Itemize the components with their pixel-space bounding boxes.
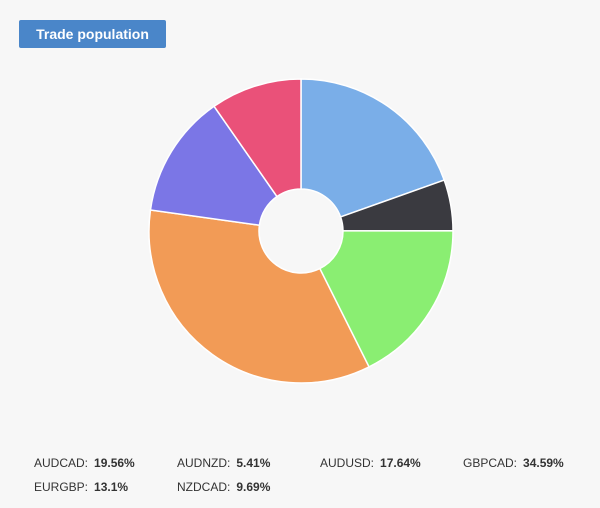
- legend-item-audusd: AUDUSD: 17.64%: [320, 456, 463, 470]
- legend-label: GBPCAD:: [463, 456, 518, 470]
- pie-slice-gbpcad[interactable]: [148, 209, 371, 384]
- legend-label: NZDCAD:: [177, 480, 231, 494]
- pie-slice-audcad[interactable]: [300, 78, 446, 218]
- legend-label: AUDCAD:: [34, 456, 89, 470]
- trade-population-button[interactable]: Trade population: [19, 20, 166, 48]
- legend-item-audcad: AUDCAD: 19.56%: [34, 456, 177, 470]
- chart-legend: AUDCAD: 19.56% AUDNZD: 5.41% AUDUSD: 17.64% GB…: [34, 456, 600, 494]
- pie-slice-audusd[interactable]: [318, 229, 454, 368]
- legend-item-nzdcad: NZDCAD: 9.69%: [177, 480, 320, 494]
- legend-label: EURGBP:: [34, 480, 89, 494]
- legend-value: 13.1%: [94, 480, 129, 494]
- legend-value: 17.64%: [380, 456, 421, 470]
- legend-value: 19.56%: [94, 456, 135, 470]
- legend-label: AUDUSD:: [320, 456, 375, 470]
- legend-value: 5.41%: [236, 456, 271, 470]
- donut-chart: [148, 78, 454, 384]
- legend-item-audnzd: AUDNZD: 5.41%: [177, 456, 320, 470]
- legend-item-gbpcad: GBPCAD: 34.59%: [463, 456, 600, 470]
- pie-slice-nzdcad[interactable]: [213, 78, 302, 198]
- legend-label: AUDNZD:: [177, 456, 231, 470]
- legend-value: 34.59%: [523, 456, 564, 470]
- pie-slice-eurgbp[interactable]: [149, 105, 279, 227]
- legend-item-eurgbp: EURGBP: 13.1%: [34, 480, 177, 494]
- legend-value: 9.69%: [236, 480, 271, 494]
